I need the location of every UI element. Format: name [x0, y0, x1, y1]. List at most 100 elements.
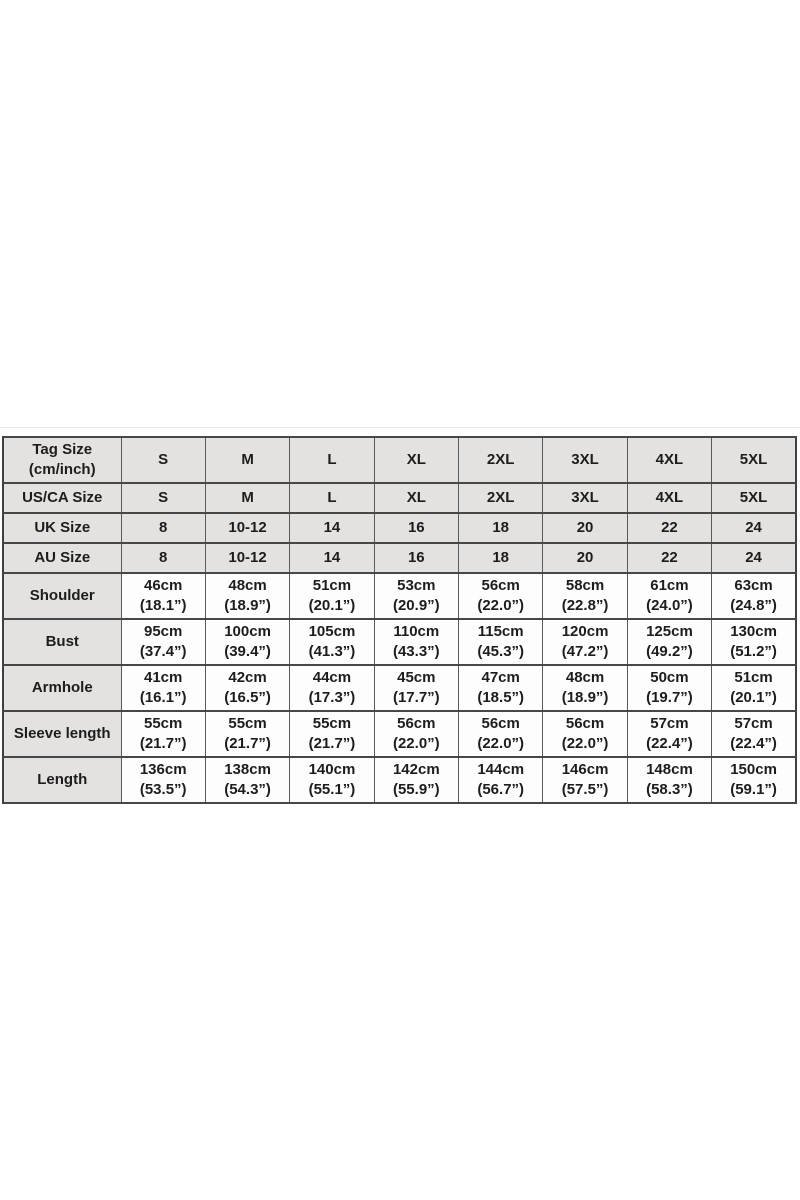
- table-cell: 5XL: [711, 436, 797, 484]
- table-cell: 41cm (16.1”): [120, 664, 206, 712]
- cell-value-line: 142cm: [392, 761, 440, 778]
- table-cell: 115cm (45.3”): [457, 618, 544, 666]
- cell-value-line: 24: [745, 549, 762, 566]
- cell-value-line: 3XL: [571, 451, 599, 468]
- table-row-sleeve-length: Sleeve length 55cm (21.7”) 55cm (21.7”) 55cm (…: [2, 710, 797, 758]
- table-cell: 100cm (39.4”): [204, 618, 291, 666]
- cell-value-line: 48cm: [228, 577, 267, 594]
- cell-value-line: 10-12: [228, 519, 267, 536]
- cell-value-line: 50cm: [650, 669, 689, 686]
- cell-value-line: (22.4”): [730, 735, 777, 752]
- cell-value-line: 22: [661, 549, 678, 566]
- table-cell: M: [204, 482, 291, 514]
- cell-value-line: (17.7”): [392, 689, 440, 706]
- table-cell: 18: [457, 512, 544, 544]
- table-cell: 16: [373, 542, 460, 574]
- table-row-armhole: Armhole 41cm (16.1”) 42cm (16.5”) 44cm (17.3”)…: [2, 664, 797, 712]
- cell-value-line: 16: [407, 549, 425, 566]
- cell-value-line: (22.4”): [646, 735, 693, 752]
- cell-value-line: (18.9”): [224, 597, 271, 614]
- cell-value-line: (58.3”): [646, 781, 693, 798]
- row-label-line: Length: [37, 771, 88, 788]
- cell-value-line: (24.8”): [730, 597, 777, 614]
- table-cell: 4XL: [626, 436, 713, 484]
- table-cell: 24: [711, 512, 797, 544]
- table-cell: 48cm (18.9”): [204, 572, 291, 620]
- table-cell: 110cm (43.3”): [373, 618, 460, 666]
- cell-value-line: 57cm: [734, 715, 773, 732]
- cell-value-line: 56cm: [565, 715, 605, 732]
- table-cell: 51cm (20.1”): [711, 664, 797, 712]
- cell-value-line: (17.3”): [308, 689, 356, 706]
- cell-value-line: 105cm: [308, 623, 356, 640]
- cell-value-line: 125cm: [646, 623, 693, 640]
- table-cell: 130cm (51.2”): [711, 618, 797, 666]
- table-cell: 24: [711, 542, 797, 574]
- cell-value-line: 63cm: [734, 577, 773, 594]
- table-cell: 44cm (17.3”): [289, 664, 375, 712]
- table-cell: 14: [289, 512, 375, 544]
- cell-value-line: 95cm: [144, 623, 183, 640]
- cell-value-line: 44cm: [312, 669, 352, 686]
- cell-value-line: 24: [745, 519, 762, 536]
- row-label-line: Bust: [45, 633, 79, 650]
- table-cell: 55cm (21.7”): [204, 710, 291, 758]
- table-cell: 51cm (20.1”): [289, 572, 375, 620]
- cell-value-line: 140cm: [308, 761, 356, 778]
- cell-value-line: 2XL: [486, 451, 515, 468]
- table-cell: 56cm (22.0”): [542, 710, 628, 758]
- cell-value-line: 55cm: [144, 715, 183, 732]
- table-cell: 18: [457, 542, 544, 574]
- table-cell: 8: [120, 512, 206, 544]
- table-cell: 58cm (22.8”): [542, 572, 628, 620]
- cell-value-line: 4XL: [655, 451, 684, 468]
- cell-value-line: (41.3”): [308, 643, 356, 660]
- cell-value-line: (56.7”): [477, 781, 525, 798]
- table-cell: 57cm (22.4”): [626, 710, 713, 758]
- cell-value-line: (51.2”): [730, 643, 777, 660]
- row-label-line: Tag Size: [32, 441, 93, 458]
- cell-value-line: 18: [492, 549, 510, 566]
- cell-value-line: (22.0”): [561, 735, 609, 752]
- table-cell: 61cm (24.0”): [626, 572, 713, 620]
- table-cell: 148cm (58.3”): [626, 756, 713, 804]
- table-cell: 10-12: [204, 542, 291, 574]
- cell-value-line: (20.9”): [392, 597, 440, 614]
- cell-value-line: (59.1”): [730, 781, 777, 798]
- row-label: US/CA Size: [2, 482, 122, 514]
- cell-value-line: (18.5”): [477, 689, 525, 706]
- row-label: Armhole: [2, 664, 122, 712]
- cell-value-line: 46cm: [144, 577, 183, 594]
- table-row-tag-size: Tag Size (cm/inch) S M L XL 2XL 3XL 4XL 5XL: [2, 436, 797, 484]
- cell-value-line: (43.3”): [392, 643, 440, 660]
- cell-value-line: (49.2”): [646, 643, 693, 660]
- cell-value-line: 146cm: [561, 761, 609, 778]
- table-cell: L: [289, 482, 375, 514]
- row-label-line: Shoulder: [29, 587, 95, 604]
- cell-value-line: (22.0”): [477, 735, 525, 752]
- cell-value-line: 144cm: [477, 761, 525, 778]
- cell-value-line: (18.1”): [139, 597, 187, 614]
- cell-value-line: 56cm: [481, 715, 520, 732]
- cell-value-line: 10-12: [228, 549, 267, 566]
- cell-value-line: (24.0”): [646, 597, 693, 614]
- cell-value-line: (22.0”): [392, 735, 440, 752]
- table-row-shoulder: Shoulder 46cm (18.1”) 48cm (18.9”) 51cm (20.1”…: [2, 572, 797, 620]
- cell-value-line: (47.2”): [561, 643, 609, 660]
- table-cell: 63cm (24.8”): [711, 572, 797, 620]
- row-label: UK Size: [2, 512, 122, 544]
- row-label: Shoulder: [2, 572, 122, 620]
- cell-value-line: (22.0”): [477, 597, 525, 614]
- row-label-line: AU Size: [34, 549, 91, 566]
- table-cell: 3XL: [542, 436, 628, 484]
- table-cell: 3XL: [542, 482, 628, 514]
- cell-value-line: (39.4”): [224, 643, 271, 660]
- cell-value-line: 56cm: [397, 715, 436, 732]
- table-row-length: Length 136cm (53.5”) 138cm (54.3”) 140cm (55.1…: [2, 756, 797, 804]
- table-row-us-ca-size: US/CA Size S M L XL 2XL 3XL 4XL 5XL: [2, 482, 797, 514]
- table-cell: 46cm (18.1”): [120, 572, 206, 620]
- cell-value-line: 14: [323, 519, 341, 536]
- cell-value-line: M: [241, 451, 254, 468]
- table-cell: L: [289, 436, 375, 484]
- cell-value-line: 4XL: [655, 489, 684, 506]
